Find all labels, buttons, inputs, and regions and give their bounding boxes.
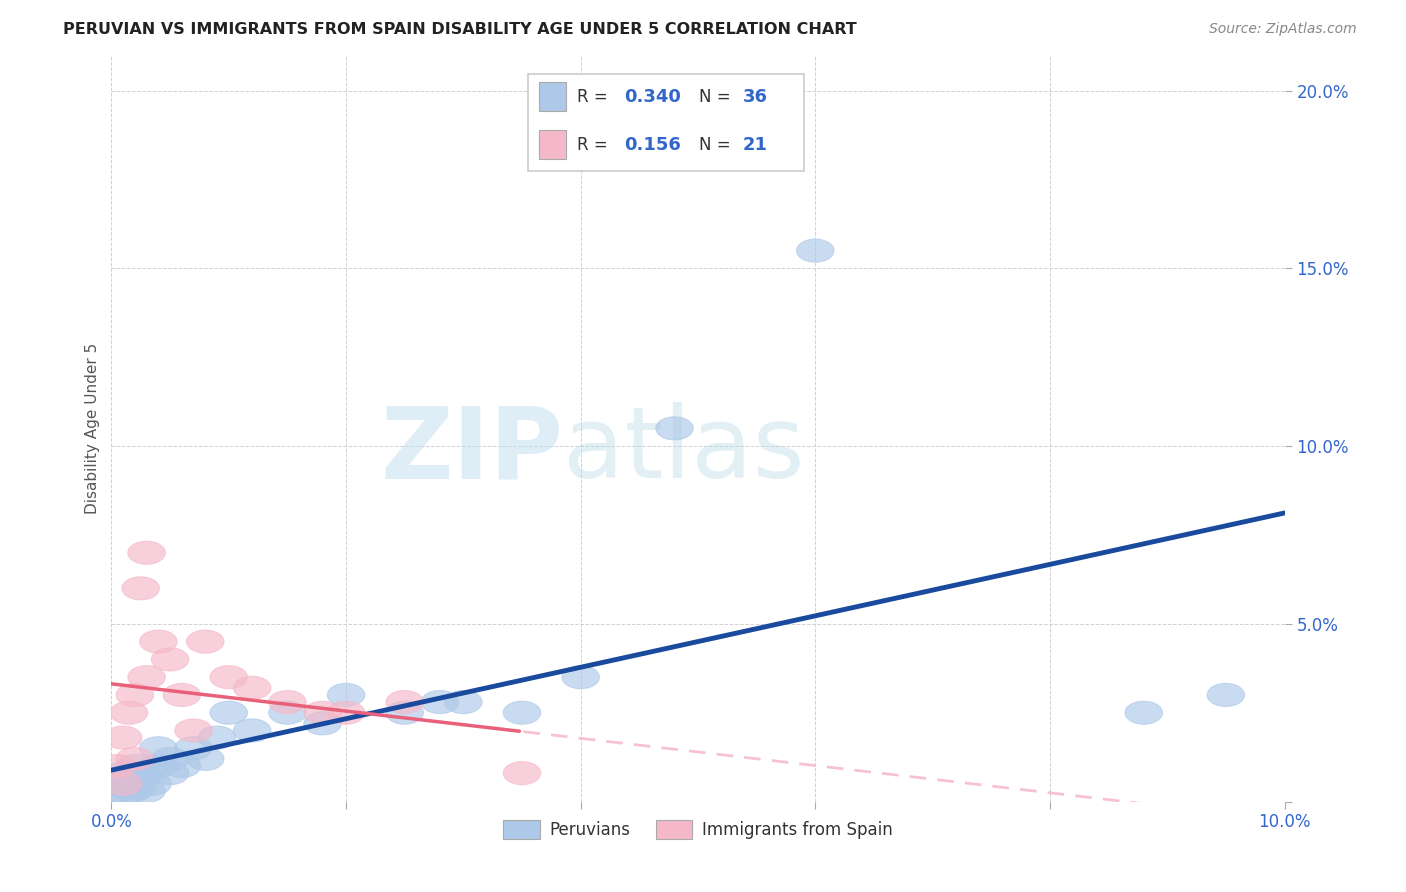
Ellipse shape: [98, 780, 136, 803]
Ellipse shape: [187, 747, 224, 771]
Ellipse shape: [110, 701, 148, 724]
Ellipse shape: [117, 772, 153, 796]
Ellipse shape: [269, 690, 307, 714]
Ellipse shape: [104, 783, 142, 806]
Ellipse shape: [128, 762, 166, 785]
Ellipse shape: [98, 755, 136, 778]
Legend: Peruvians, Immigrants from Spain: Peruvians, Immigrants from Spain: [496, 813, 900, 846]
Ellipse shape: [117, 683, 153, 706]
Ellipse shape: [110, 769, 148, 792]
Text: PERUVIAN VS IMMIGRANTS FROM SPAIN DISABILITY AGE UNDER 5 CORRELATION CHART: PERUVIAN VS IMMIGRANTS FROM SPAIN DISABI…: [63, 22, 858, 37]
Ellipse shape: [104, 772, 142, 796]
Ellipse shape: [174, 719, 212, 742]
Ellipse shape: [328, 701, 364, 724]
Text: Source: ZipAtlas.com: Source: ZipAtlas.com: [1209, 22, 1357, 37]
Ellipse shape: [444, 690, 482, 714]
Ellipse shape: [122, 577, 159, 599]
Ellipse shape: [163, 755, 201, 778]
Ellipse shape: [122, 765, 159, 789]
Ellipse shape: [269, 701, 307, 724]
Ellipse shape: [114, 780, 152, 803]
Ellipse shape: [422, 690, 458, 714]
Ellipse shape: [139, 755, 177, 778]
Ellipse shape: [562, 665, 599, 689]
Ellipse shape: [174, 737, 212, 760]
Ellipse shape: [117, 755, 153, 778]
Ellipse shape: [104, 726, 142, 749]
Ellipse shape: [209, 665, 247, 689]
Ellipse shape: [152, 747, 188, 771]
Ellipse shape: [233, 719, 271, 742]
Ellipse shape: [128, 665, 166, 689]
Ellipse shape: [655, 417, 693, 440]
Ellipse shape: [503, 762, 541, 785]
Ellipse shape: [328, 683, 364, 706]
Ellipse shape: [503, 701, 541, 724]
Ellipse shape: [117, 747, 153, 771]
Ellipse shape: [118, 776, 156, 799]
Ellipse shape: [139, 737, 177, 760]
Y-axis label: Disability Age Under 5: Disability Age Under 5: [86, 343, 100, 514]
Ellipse shape: [1125, 701, 1163, 724]
Text: atlas: atlas: [562, 402, 804, 500]
Ellipse shape: [134, 772, 172, 796]
Ellipse shape: [304, 712, 342, 735]
Ellipse shape: [209, 701, 247, 724]
Ellipse shape: [139, 630, 177, 653]
Ellipse shape: [187, 630, 224, 653]
Ellipse shape: [163, 683, 201, 706]
Ellipse shape: [233, 676, 271, 699]
Ellipse shape: [128, 780, 166, 803]
Ellipse shape: [128, 541, 166, 565]
Ellipse shape: [198, 726, 236, 749]
Ellipse shape: [104, 762, 142, 785]
Ellipse shape: [152, 762, 188, 785]
Ellipse shape: [304, 701, 342, 724]
Ellipse shape: [385, 690, 423, 714]
Ellipse shape: [1208, 683, 1244, 706]
Ellipse shape: [107, 776, 145, 799]
Ellipse shape: [103, 772, 139, 796]
Text: ZIP: ZIP: [380, 402, 562, 500]
Ellipse shape: [385, 701, 423, 724]
Ellipse shape: [797, 239, 834, 262]
Ellipse shape: [152, 648, 188, 671]
